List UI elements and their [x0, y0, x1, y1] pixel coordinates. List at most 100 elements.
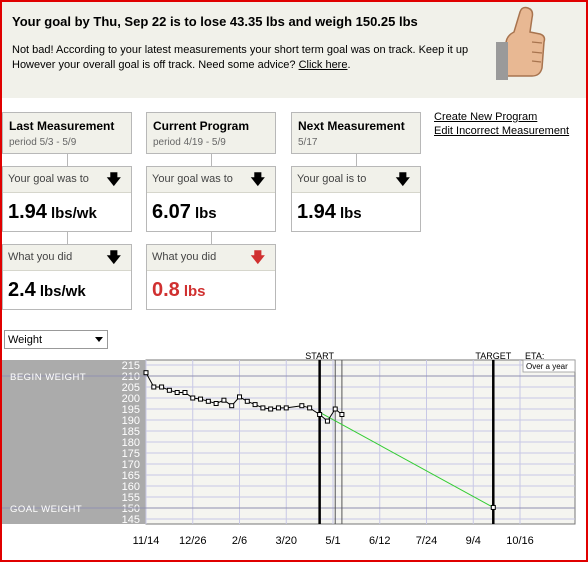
measurement-point [339, 412, 345, 417]
message-period: . [347, 59, 351, 71]
measurement-point [198, 396, 204, 402]
goal-weight-label: GOAL WEIGHT [10, 504, 82, 515]
goal-number: 6.07 lbs [152, 201, 217, 224]
y-tick-label: 155 [122, 492, 140, 504]
goal-label: Your goal was to [8, 173, 89, 185]
connector-line [211, 232, 212, 244]
did-value: 0.8 [152, 279, 180, 301]
y-tick-label: 210 [122, 371, 140, 383]
did-number: 0.8 lbs [152, 279, 206, 302]
measurement-point [159, 384, 165, 390]
column-title: Last Measurement [9, 119, 115, 133]
column-subtitle: 5/17 [298, 137, 318, 148]
x-tick-label: 2/6 [232, 535, 247, 547]
y-tick-label: 145 [122, 514, 140, 526]
card-label-bar [292, 167, 420, 193]
start-label: START [305, 352, 334, 361]
y-tick-label: 200 [122, 393, 140, 405]
connector-line [356, 154, 357, 166]
column-subtitle: period 4/19 - 5/9 [153, 137, 226, 148]
measurement-point [268, 406, 274, 412]
y-tick-label: 205 [122, 382, 140, 394]
goal-title: Your goal by Thu, Sep 22 is to lose 43.3… [12, 14, 418, 29]
thumbs-up-icon [496, 6, 546, 80]
program-links: Create New Program Edit Incorrect Measur… [434, 110, 569, 138]
goal-label: Your goal is to [297, 173, 367, 185]
create-program-link[interactable]: Create New Program [434, 111, 538, 123]
measurement-point [332, 406, 338, 412]
goal-header: Your goal by Thu, Sep 22 is to lose 43.3… [2, 2, 586, 98]
program-line [319, 411, 494, 508]
goal-unit: lbs/wk [50, 205, 97, 222]
y-tick-label: 175 [122, 448, 140, 460]
connector-line [211, 154, 212, 166]
current-goal-card: Your goal was to 🡇 6.07 lbs [146, 166, 276, 232]
goal-message: Not bad! According to your latest measur… [12, 43, 472, 73]
advice-link[interactable]: Click here [298, 59, 348, 71]
y-tick-label: 195 [122, 404, 140, 416]
goal-unit: lbs [339, 205, 362, 222]
y-tick-label: 185 [122, 426, 140, 438]
measurement-point [174, 390, 180, 395]
x-tick-label: 6/12 [369, 535, 390, 547]
x-tick-label: 11/14 [133, 535, 160, 547]
measurement-point [213, 401, 219, 406]
eta-label: ETA: [525, 352, 544, 361]
weight-chart: 2152102052001951901851801751701651601551… [2, 352, 576, 547]
target-point [490, 504, 496, 510]
measurement-point [229, 403, 235, 409]
edit-measurement-link[interactable]: Edit Incorrect Measurement [434, 125, 570, 137]
goal-unit: lbs [194, 205, 217, 222]
column-subtitle: period 5/3 - 5/9 [9, 137, 77, 148]
measurement-point [283, 405, 289, 411]
did-number: 2.4 lbs/wk [8, 279, 86, 302]
measurement-point [190, 395, 196, 401]
column-title: Current Program [153, 119, 250, 133]
chevron-down-icon [95, 337, 103, 342]
card-label-bar [3, 245, 131, 271]
goal-message-text: Not bad! According to your latest measur… [12, 44, 469, 71]
did-unit: lbs [183, 283, 206, 300]
y-tick-label: 215 [122, 360, 140, 372]
x-tick-label: 3/20 [276, 535, 297, 547]
goal-number: 1.94 lbs [297, 201, 362, 224]
down-arrow-icon: 🡇 [395, 171, 410, 187]
did-label: What you did [8, 251, 73, 263]
goal-label: Your goal was to [152, 173, 233, 185]
card-label-bar [3, 167, 131, 193]
measurement-point [237, 394, 242, 400]
last-did-card: What you did 🡇 2.4 lbs/wk [2, 244, 132, 310]
next-measurement-header: Next Measurement 5/17 [291, 112, 421, 154]
measurement-point [205, 398, 211, 404]
current-program-header: Current Program period 4/19 - 5/9 [146, 112, 276, 154]
measurement-point [244, 398, 250, 404]
measurement-point [252, 402, 258, 408]
y-tick-label: 160 [122, 481, 140, 493]
connector-line [67, 232, 68, 244]
y-tick-label: 150 [122, 503, 140, 515]
last-goal-card: Your goal was to 🡇 1.94 lbs/wk [2, 166, 132, 232]
card-label-bar [147, 245, 275, 271]
did-value: 2.4 [8, 279, 36, 301]
column-title: Next Measurement [298, 119, 405, 133]
measurement-point [275, 405, 281, 411]
begin-weight-label: BEGIN WEIGHT [10, 372, 86, 383]
x-tick-label: 10/16 [506, 535, 534, 547]
goal-value: 1.94 [8, 201, 47, 223]
x-tick-label: 12/26 [179, 535, 207, 547]
last-measurement-header: Last Measurement period 5/3 - 5/9 [2, 112, 132, 154]
did-unit: lbs/wk [39, 283, 86, 300]
metric-select-value: Weight [8, 334, 43, 346]
x-tick-label: 5/1 [325, 535, 340, 547]
x-tick-label: 7/24 [416, 535, 437, 547]
x-tick-label: 9/4 [466, 535, 481, 547]
connector-line [67, 154, 68, 166]
goal-number: 1.94 lbs/wk [8, 201, 97, 224]
left-axis-panel [2, 360, 146, 524]
did-label: What you did [152, 251, 217, 263]
metric-select[interactable]: Weight [4, 330, 108, 349]
measurement-point [260, 405, 266, 411]
measurement-point [143, 370, 149, 376]
goal-value: 1.94 [297, 201, 336, 223]
